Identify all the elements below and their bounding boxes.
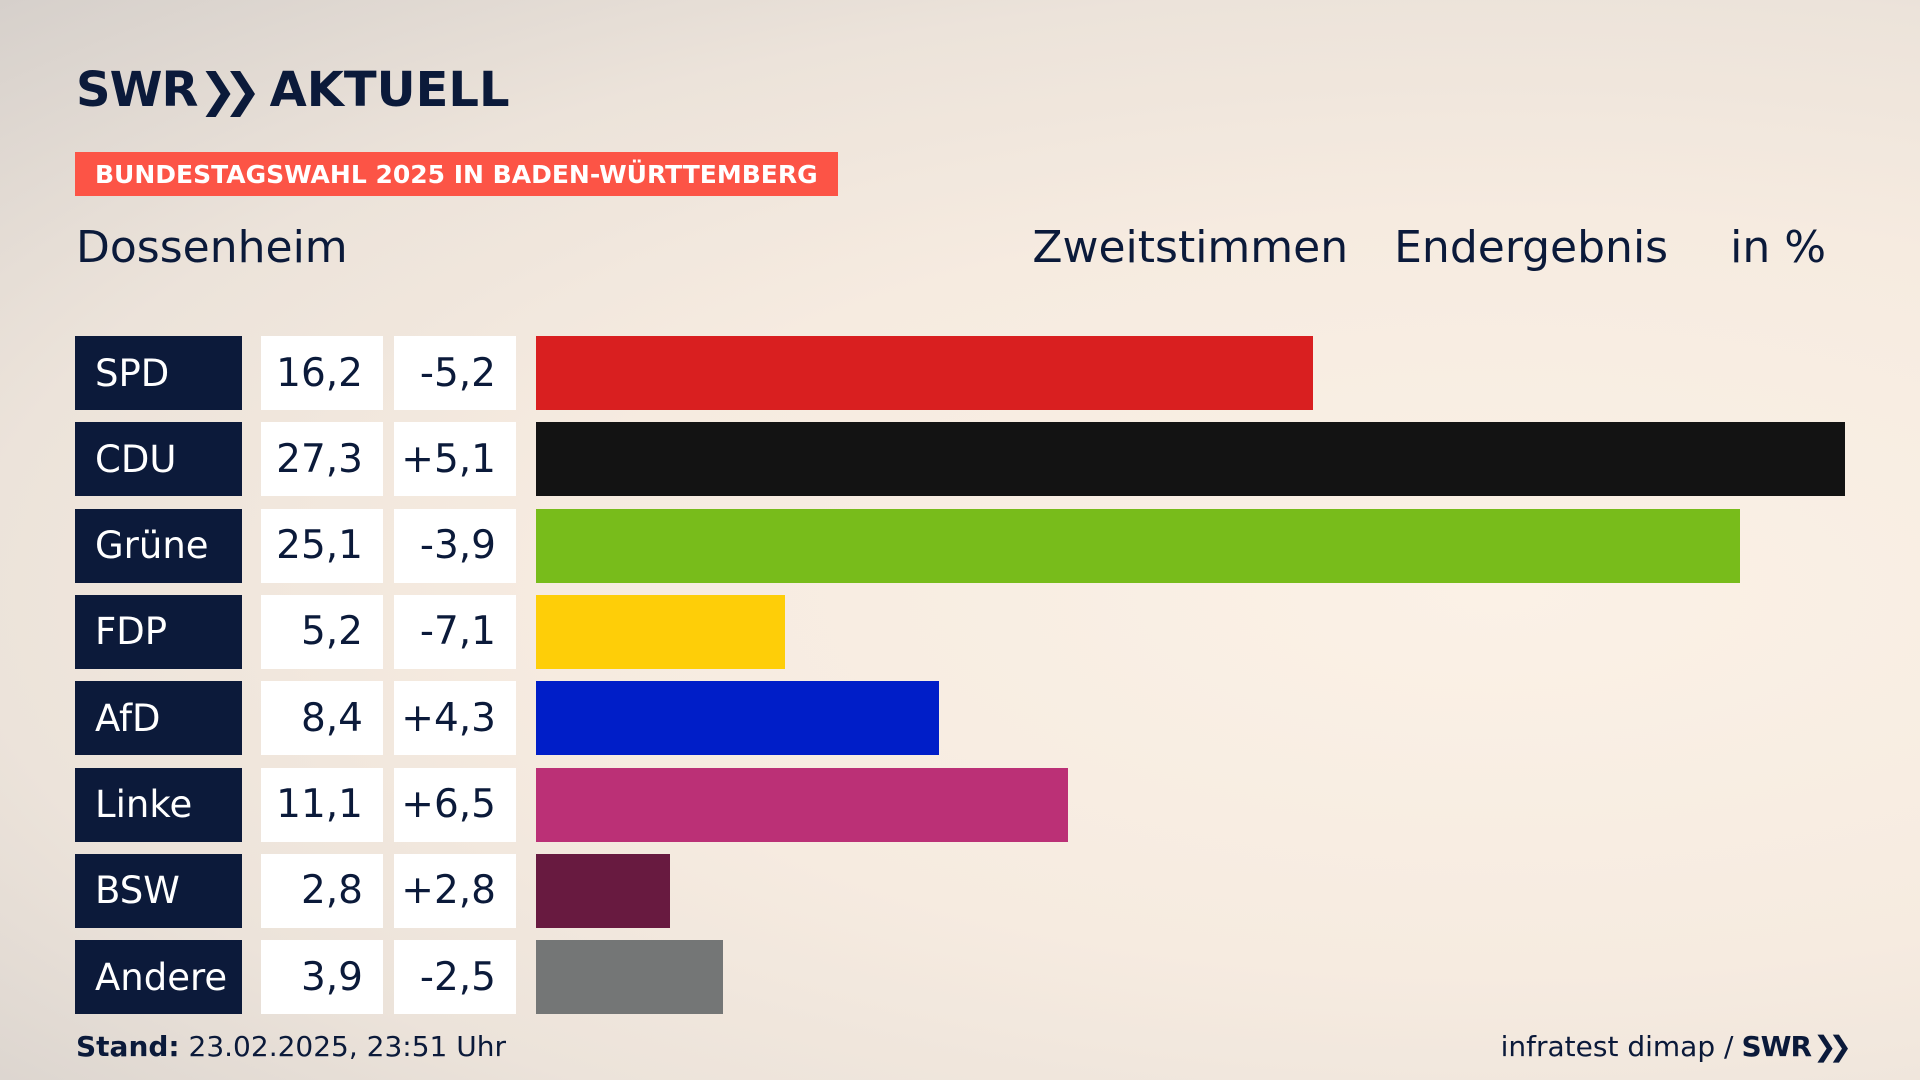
bar (536, 940, 723, 1015)
unit-label: in % (1730, 222, 1826, 273)
timestamp: Stand: 23.02.2025, 23:51 Uhr (76, 1030, 506, 1063)
source-brand-logo: SWR❯❯ (1741, 1030, 1852, 1063)
bar (536, 767, 1069, 842)
chart-headline: Zweitstimmen Endergebnis in % (1000, 222, 1826, 273)
diff-label: -5,2 (394, 336, 516, 410)
party-label: CDU (75, 422, 242, 497)
diff-label: -7,1 (394, 594, 516, 669)
diff-label: +6,5 (394, 767, 516, 842)
diff-label: -2,5 (394, 940, 516, 1015)
source-credit: infratest dimap / SWR❯❯ (1500, 1030, 1852, 1063)
value-label: 3,9 (261, 940, 383, 1015)
stand-label: Stand: (76, 1030, 180, 1063)
logo-swr: SWR (76, 62, 198, 118)
value-label: 2,8 (261, 853, 383, 928)
party-label: Grüne (75, 508, 242, 583)
party-label: SPD (75, 336, 242, 410)
bar (536, 594, 786, 669)
party-label: Andere (75, 940, 242, 1015)
value-label: 5,2 (261, 594, 383, 669)
bar (536, 853, 671, 928)
stand-value: 23.02.2025, 23:51 Uhr (188, 1030, 506, 1063)
value-label: 27,3 (261, 422, 383, 497)
election-badge: BUNDESTAGSWAHL 2025 IN BADEN-WÜRTTEMBERG (75, 152, 838, 196)
source-text: infratest dimap / (1500, 1030, 1734, 1063)
value-label: 25,1 (261, 508, 383, 583)
location-title: Dossenheim (76, 222, 348, 273)
value-label: 11,1 (261, 767, 383, 842)
diff-label: -3,9 (394, 508, 516, 583)
diff-label: +4,3 (394, 681, 516, 756)
value-label: 8,4 (261, 681, 383, 756)
bar (536, 681, 939, 756)
value-label: 16,2 (261, 336, 383, 410)
party-label: FDP (75, 594, 242, 669)
vote-type: Zweitstimmen (1032, 222, 1349, 273)
result-status: Endergebnis (1394, 222, 1669, 273)
diff-label: +5,1 (394, 422, 516, 497)
diff-label: +2,8 (394, 853, 516, 928)
bar (536, 422, 1845, 497)
bar (536, 508, 1740, 583)
double-chevron-icon: ❯❯ (198, 63, 261, 117)
swr-aktuell-logo: SWR ❯❯ AKTUELL (76, 66, 510, 114)
bar (536, 336, 1313, 410)
party-label: AfD (75, 681, 242, 756)
double-chevron-icon: ❯❯ (1813, 1030, 1852, 1063)
party-label: BSW (75, 853, 242, 928)
source-brand: SWR (1741, 1030, 1812, 1063)
logo-aktuell: AKTUELL (269, 62, 510, 118)
party-label: Linke (75, 767, 242, 842)
